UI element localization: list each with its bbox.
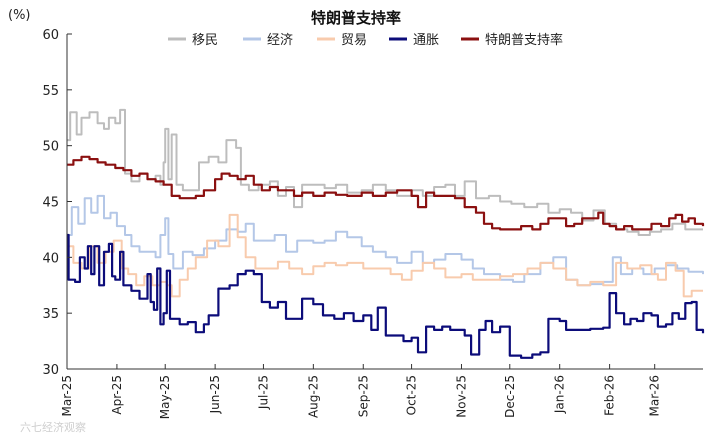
x-tick-label: Sep-25 xyxy=(356,375,370,417)
chart-title: 特朗普支持率 xyxy=(311,9,401,27)
series-line-1 xyxy=(67,108,703,236)
x-tick-label: Dec-25 xyxy=(503,375,517,418)
axis-layer: 30 35 40 45 50 55 60 Mar-25 Apr-25 May-25 Jun-25 Ju… xyxy=(42,28,703,419)
y-tick-label: 40 xyxy=(42,251,59,266)
legend-label: 特朗普支持率 xyxy=(485,32,563,48)
x-tick-label: Mar-25 xyxy=(60,375,74,416)
series-line-2 xyxy=(67,194,704,287)
y-tick-label: 60 xyxy=(42,28,59,43)
y-tick-label: 50 xyxy=(42,140,59,155)
x-tick-label: Apr-25 xyxy=(110,375,124,415)
x-tick-label: Feb-26 xyxy=(603,375,617,416)
series-line-4 xyxy=(67,233,705,359)
series-layer xyxy=(67,108,705,359)
y-tick-label: 35 xyxy=(42,307,59,322)
x-tick-label: May-25 xyxy=(158,375,172,419)
legend-label: 通胀 xyxy=(413,33,439,48)
legend: 移民 经济 贸易 通胀 特朗普支持率 xyxy=(168,32,563,48)
y-axis-unit-label: (%) xyxy=(8,8,31,23)
x-tick-label: Jan-26 xyxy=(553,375,567,414)
x-tick-label: Jul-25 xyxy=(256,375,270,410)
series-line-5 xyxy=(67,155,705,231)
x-tick-label: Mar-26 xyxy=(648,375,662,416)
legend-label: 经济 xyxy=(267,33,293,48)
series-line-3 xyxy=(67,213,703,298)
x-tick-label: Aug-25 xyxy=(306,375,320,418)
y-tick-label: 30 xyxy=(42,363,59,378)
y-tick-label: 55 xyxy=(42,84,59,99)
watermark: 六七经济观察 xyxy=(20,420,86,434)
x-tick-label: Oct-25 xyxy=(405,375,419,415)
x-tick-label: Nov-25 xyxy=(454,375,468,418)
legend-label: 移民 xyxy=(192,33,218,48)
x-tick-label: Jun-25 xyxy=(208,375,222,414)
y-tick-label: 45 xyxy=(42,196,59,211)
legend-label: 贸易 xyxy=(341,33,367,48)
